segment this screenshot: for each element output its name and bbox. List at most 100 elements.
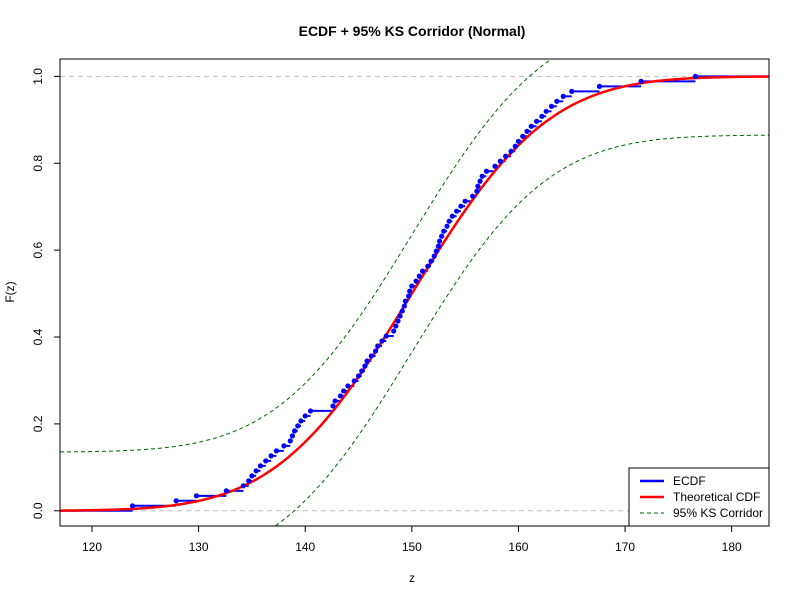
ecdf-steps [60,75,769,512]
ecdf-point [337,393,344,399]
y-tick-label: 0.8 [31,155,45,172]
ecdf-point [375,343,381,349]
ecdf-point [638,78,644,84]
ecdf-point [355,373,362,379]
ecdf-point [332,398,338,404]
ecdf-point [364,358,370,364]
ecdf-point [298,418,304,424]
ecdf-point [223,488,229,494]
ecdf-point [281,443,287,449]
ecdf-point [458,203,464,209]
y-tick-label: 0.6 [31,241,45,258]
plot-frame [59,58,770,527]
ecdf-point [257,463,264,469]
y-tick-label: 0.0 [31,502,45,519]
x-tick-label: 160 [508,540,528,554]
ecdf-point [475,183,481,189]
y-tick-label: 0.2 [31,415,45,432]
x-tick-label: 130 [189,540,209,554]
ecdf-point [416,273,422,279]
ecdf-point [435,243,442,249]
ecdf-point [368,353,374,359]
ecdf-point [383,333,389,339]
ecdf-point [307,408,314,414]
ecdf-point [341,388,347,394]
ecdf-point [539,113,545,119]
ecdf-point [401,303,407,309]
ecdf-point [520,133,526,139]
ecdf-point [345,383,351,389]
ecdf-point [330,403,336,409]
x-tick-label: 150 [402,540,422,554]
x-tick-label: 180 [722,540,742,554]
y-tick-label: 1.0 [31,68,45,85]
ecdf-points [129,73,699,509]
x-tick-label: 170 [615,540,635,554]
x-tick-label: 140 [295,540,315,554]
ecdf-point [406,293,412,299]
ecdf-point [295,423,301,429]
ecdf-point [596,83,603,89]
ecdf-point [524,128,530,134]
ecdf-point [548,103,555,109]
ecdf-point [362,363,368,369]
ecdf-point [249,473,255,479]
ecdf-point [263,458,269,464]
chart-title: ECDF + 95% KS Corridor (Normal) [299,23,526,39]
ecdf-point [431,253,437,259]
ecdf-point [395,318,401,324]
ecdf-point [428,258,434,264]
ecdf-point [503,153,509,159]
ecdf-point [351,378,357,384]
ecdf-point [407,288,413,294]
theoretical-cdf-line [60,75,769,512]
ecdf-point [413,278,419,284]
ecdf-point [240,483,246,489]
ecdf-point [569,88,575,94]
ecdf-point [554,98,560,104]
ecdf-point [462,198,468,204]
ecdf-point [302,413,308,419]
ecdf-point [441,228,447,234]
x-axis-label: z [409,571,415,585]
legend-theoretical-label: Theoretical CDF [673,490,760,504]
ecdf-point [560,93,566,99]
ecdf-point [692,73,699,79]
ecdf-point [512,143,518,149]
ecdf-point [402,298,409,304]
ecdf-point [497,158,503,164]
legend-corridor-label: 95% KS Corridor [673,506,763,520]
ecdf-point [397,313,403,319]
ecdf-point [492,163,498,169]
ecdf-point [379,338,385,344]
ecdf-point [454,208,460,214]
ecdf-point [515,138,522,144]
ecdf-point [533,118,540,124]
ks-lower-band [274,134,769,526]
ecdf-point [474,188,480,194]
ecdf-point [470,193,476,199]
axes: 120 130 140 150 160 170 180 0.0 0.2 0.4 0.6 0.8 1.0 [31,58,770,554]
ecdf-point [289,433,296,439]
ecdf-point [483,168,490,174]
ecdf-point [372,348,379,354]
ecdf-point [273,448,280,454]
ecdf-point [479,173,485,179]
y-tick-label: 0.4 [31,328,45,345]
ecdf-point [399,308,405,314]
ecdf-point [359,368,365,374]
ecdf-point [528,123,534,129]
ecdf-point [446,218,452,224]
legend: ECDF Theoretical CDF 95% KS Corridor [628,467,770,527]
plot-area [60,59,769,526]
ecdf-point [393,323,399,329]
ecdf-point [508,148,514,154]
ecdf-point [449,213,455,219]
ecdf-point [425,263,431,269]
ks-upper-band [60,59,553,453]
ecdf-point [253,468,259,474]
ecdf-point [543,108,549,114]
ecdf-point [433,248,439,254]
ecdf-point [291,428,298,434]
